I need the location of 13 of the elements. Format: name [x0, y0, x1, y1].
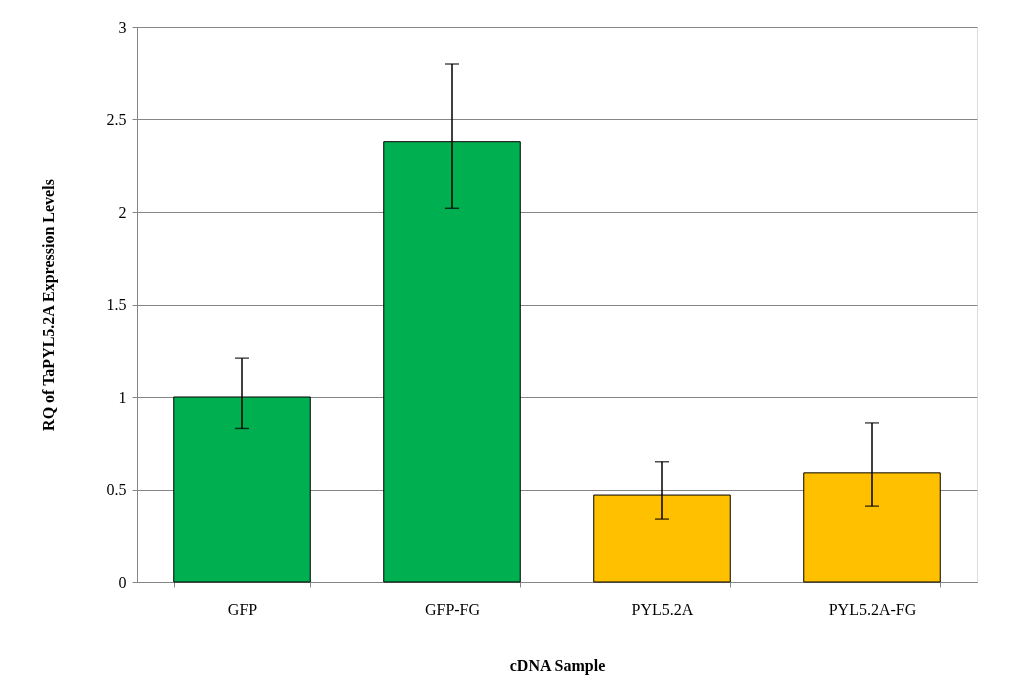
x-tick-label: GFP — [227, 600, 258, 618]
y-tick-label: 1 — [118, 388, 127, 406]
x-tick-label: GFP-FG — [424, 600, 481, 618]
y-tick-label: 3 — [118, 18, 127, 36]
y-tick-label: 2.5 — [106, 111, 127, 128]
y-tick-label: 2 — [118, 203, 127, 221]
y-tick-label: 0 — [118, 573, 127, 591]
y-tick-label: 1.5 — [106, 296, 127, 313]
y-tick-label: 0.5 — [106, 481, 127, 498]
x-tick-label: PYL5.2A — [631, 600, 694, 618]
x-tick-label: PYL5.2A-FG — [828, 600, 917, 618]
x-axis-title: cDNA Sample — [509, 656, 606, 675]
y-axis-title: RQ of TaPYL5.2A Expression Levels — [39, 179, 58, 431]
